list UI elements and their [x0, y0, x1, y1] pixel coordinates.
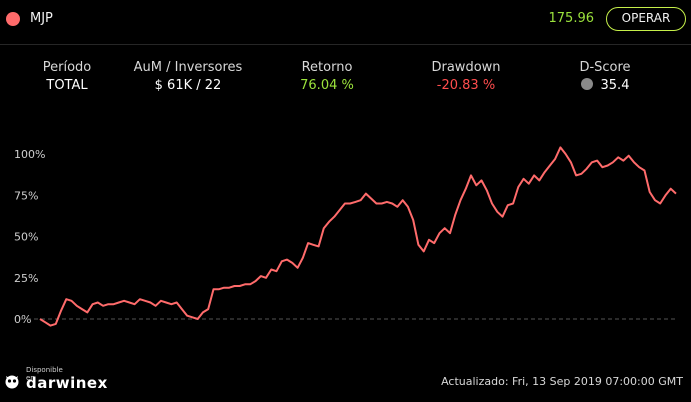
- stat-dscore: D-Score 35.4: [558, 60, 652, 93]
- price-value: 175.96: [548, 11, 595, 26]
- header: MJP 175.96 OPERAR: [0, 0, 691, 44]
- darwinex-owl-icon: [5, 375, 19, 389]
- stat-drawdown-label: Drawdown: [431, 60, 501, 75]
- y-tick-label: 75%: [14, 189, 38, 202]
- operar-button[interactable]: OPERAR: [606, 7, 686, 31]
- stat-drawdown-value: -20.83 %: [436, 78, 496, 93]
- stat-aum-value: $ 61K / 22: [154, 78, 222, 93]
- equity-chart: 100%75%50%25%0%: [14, 146, 677, 327]
- stat-dscore-value-wrap: 35.4: [558, 78, 652, 93]
- y-tick-label: 100%: [14, 148, 45, 161]
- status-dot: [6, 12, 20, 26]
- equity-line: [39, 146, 677, 327]
- header-divider: [0, 44, 691, 45]
- gear-shield-icon: [580, 78, 593, 90]
- stat-period[interactable]: Período TOTAL: [20, 60, 114, 93]
- logo-subtitle: Disponible en: [26, 366, 63, 382]
- symbol-label: MJP: [30, 11, 53, 26]
- stat-drawdown: Drawdown -20.83 %: [414, 60, 518, 93]
- stat-period-label: Período: [42, 60, 92, 75]
- stat-return: Retorno 76.04 %: [275, 60, 379, 93]
- updated-timestamp: Actualizado: Fri, 13 Sep 2019 07:00:00 G…: [441, 375, 683, 388]
- logo-wordmark: darwinex: [26, 374, 108, 392]
- stat-return-label: Retorno: [301, 60, 353, 75]
- y-tick-label: 25%: [14, 272, 38, 285]
- stat-dscore-label: D-Score: [579, 60, 631, 75]
- stat-period-value: TOTAL: [46, 78, 88, 93]
- y-tick-label: 50%: [14, 231, 38, 244]
- stat-aum: AuM / Inversores $ 61K / 22: [124, 60, 252, 93]
- stat-return-value: 76.04 %: [300, 78, 354, 93]
- stat-aum-label: AuM / Inversores: [133, 60, 243, 75]
- stat-dscore-value: 35.4: [600, 78, 630, 93]
